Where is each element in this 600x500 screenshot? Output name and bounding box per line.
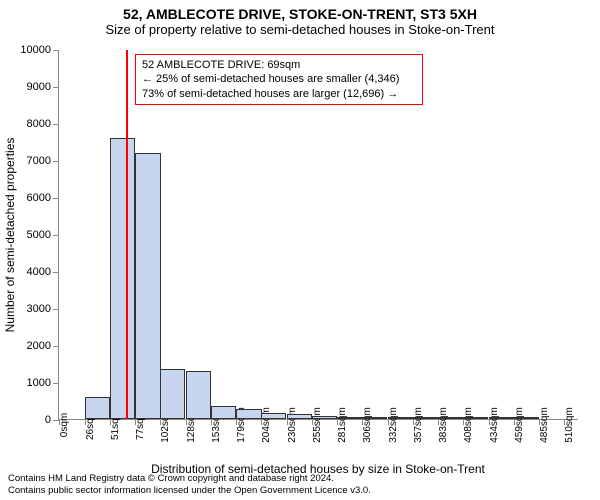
y-tick [53,272,59,273]
footer-line-1: Contains HM Land Registry data © Crown c… [8,473,592,484]
page-subtitle: Size of property relative to semi-detach… [0,22,600,39]
x-tick-label: 434sqm [489,407,500,443]
footer-attribution: Contains HM Land Registry data © Crown c… [8,473,592,496]
x-tick-label: 281sqm [337,407,348,443]
info-line-1: 52 AMBLECOTE DRIVE: 69sqm [142,58,416,72]
histogram-bar [261,413,286,419]
plot-region: 0100020003000400050006000700080009000100… [58,50,578,420]
y-tick-label: 1000 [27,377,51,389]
histogram-bar [160,369,185,419]
info-line-2: ← 25% of semi-detached houses are smalle… [142,72,416,86]
y-tick-label: 3000 [27,303,51,315]
y-tick-label: 6000 [27,192,51,204]
histogram-bar [110,138,135,419]
histogram-bar [337,417,362,419]
histogram-bar [362,417,387,419]
x-tick-label: 383sqm [438,407,449,443]
histogram-bar [463,417,488,419]
y-tick-label: 10000 [20,44,51,56]
histogram-bar [312,416,337,419]
x-tick-label: 306sqm [362,407,373,443]
y-tick [53,161,59,162]
y-axis-label: Number of semi-detached properties [3,138,17,333]
histogram-bar [413,417,438,419]
histogram-bar [186,371,211,419]
x-tick-label: 332sqm [388,407,399,443]
x-tick-label: 510sqm [564,407,575,443]
y-tick-label: 5000 [27,229,51,241]
x-tick-label: 255sqm [312,407,323,443]
y-tick-label: 0 [45,414,51,426]
y-tick [53,87,59,88]
y-tick [53,383,59,384]
x-tick-label: 459sqm [514,407,525,443]
y-tick-label: 7000 [27,155,51,167]
histogram-bar [489,417,514,419]
histogram-bar [287,414,312,419]
histogram-bar [514,417,539,419]
x-tick-label: 357sqm [413,407,424,443]
y-tick-label: 9000 [27,81,51,93]
y-tick [53,309,59,310]
histogram-bar [388,417,413,419]
y-tick [53,124,59,125]
property-marker-line [126,50,128,419]
x-tick-label: 485sqm [539,407,550,443]
y-tick [53,198,59,199]
info-line-3: 73% of semi-detached houses are larger (… [142,87,416,101]
y-tick [53,346,59,347]
histogram-bar [85,397,110,419]
x-tick-label: 230sqm [287,407,298,443]
histogram-bar [211,406,236,419]
y-tick-label: 2000 [27,340,51,352]
y-tick-label: 8000 [27,118,51,130]
x-tick-label: 0sqm [59,413,70,437]
y-tick [53,50,59,51]
footer-line-2: Contains public sector information licen… [8,485,592,496]
x-tick-label: 408sqm [463,407,474,443]
histogram-bar [236,409,261,419]
property-info-box: 52 AMBLECOTE DRIVE: 69sqm ← 25% of semi-… [135,54,423,105]
histogram-bar [135,153,160,419]
histogram-chart: 0100020003000400050006000700080009000100… [58,50,578,420]
y-tick-label: 4000 [27,266,51,278]
page-title: 52, AMBLECOTE DRIVE, STOKE-ON-TRENT, ST3… [0,0,600,22]
histogram-bar [438,417,463,419]
y-tick [53,235,59,236]
